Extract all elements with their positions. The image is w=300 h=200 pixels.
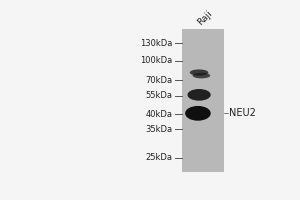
- Bar: [182, 29, 224, 172]
- Text: 40kDa: 40kDa: [145, 110, 172, 119]
- Text: 70kDa: 70kDa: [145, 76, 172, 85]
- Ellipse shape: [188, 89, 211, 101]
- Text: 25kDa: 25kDa: [145, 153, 172, 162]
- Text: 35kDa: 35kDa: [145, 125, 172, 134]
- Ellipse shape: [193, 73, 210, 78]
- Text: 100kDa: 100kDa: [140, 56, 172, 65]
- Text: 130kDa: 130kDa: [140, 39, 172, 48]
- Text: NEU2: NEU2: [229, 108, 256, 118]
- Ellipse shape: [190, 69, 208, 76]
- Text: 55kDa: 55kDa: [145, 91, 172, 100]
- Text: Raji: Raji: [196, 9, 214, 27]
- Ellipse shape: [185, 106, 211, 121]
